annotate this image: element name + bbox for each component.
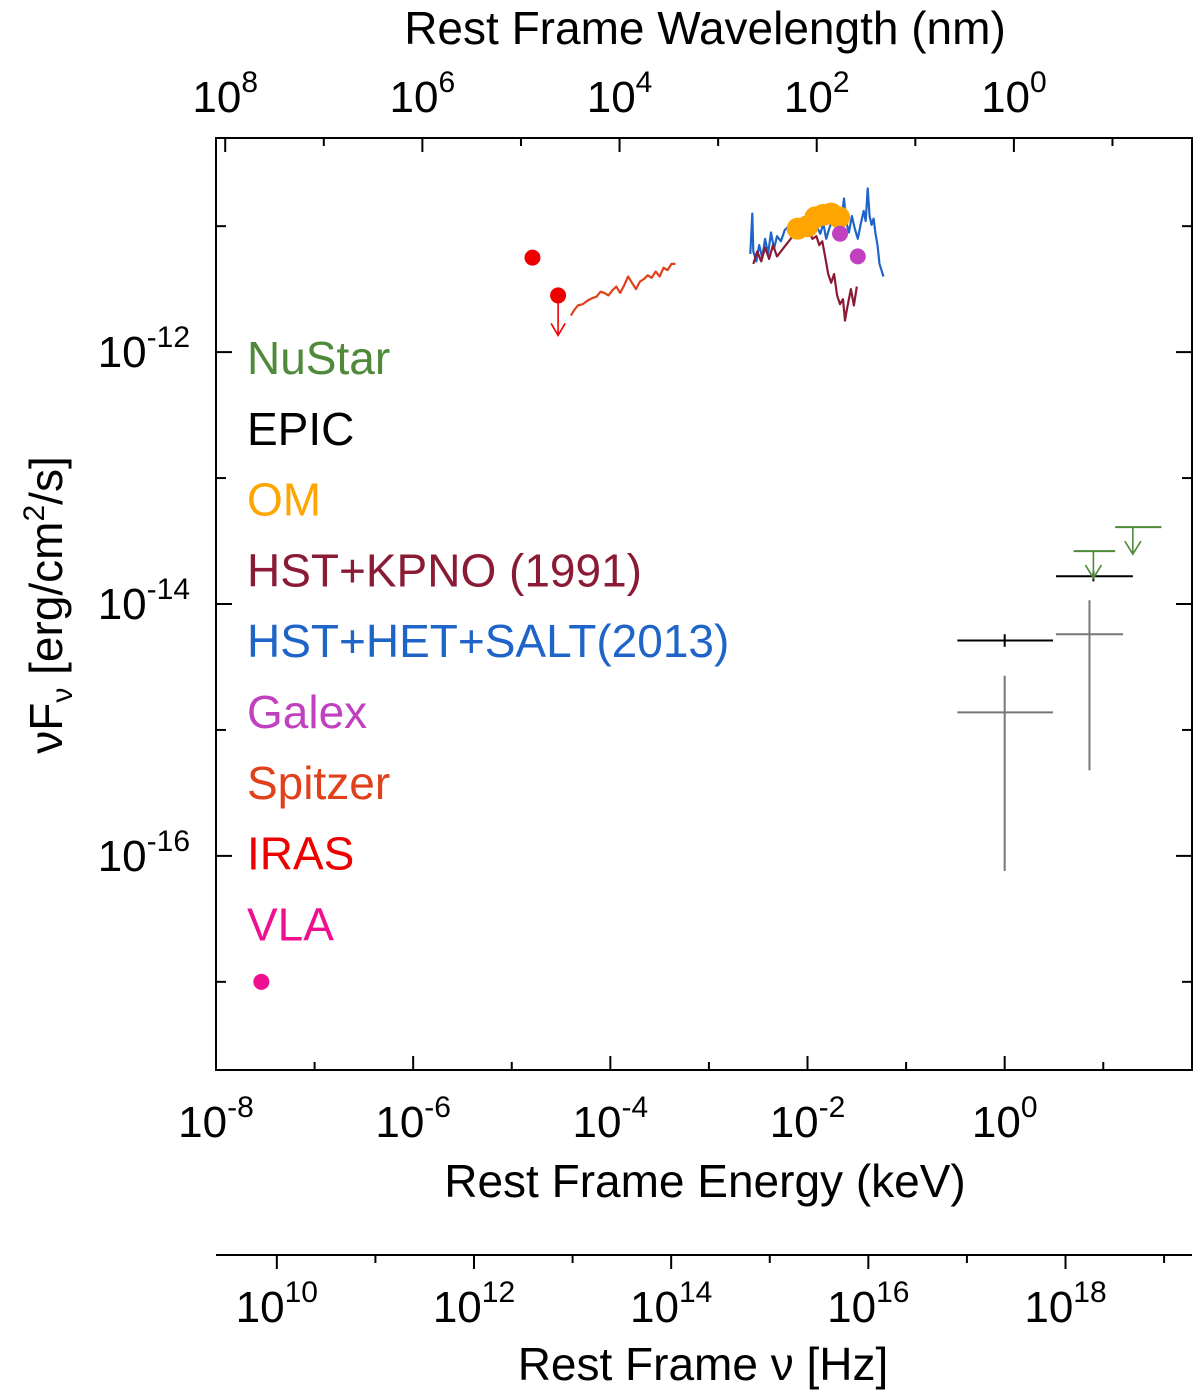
top-tick-label-exp: 2: [833, 66, 850, 99]
legend-entry-hst-kpno-1991: HST+KPNO (1991): [247, 544, 642, 596]
legend-entry-nustar: NuStar: [247, 332, 390, 384]
y-tick-label-base: 10: [98, 832, 147, 881]
y-axis-title-sub: ν: [46, 688, 79, 703]
top-tick-label: 106: [390, 66, 456, 122]
x-tick-label-exp: 0: [1021, 1091, 1038, 1124]
frequency-tick-label-base: 10: [1024, 1283, 1073, 1332]
y-tick-label-exp: -14: [147, 573, 190, 606]
x-tick-label-base: 10: [972, 1098, 1021, 1147]
top-tick-label: 100: [981, 66, 1047, 122]
y-axis-title-main: νF: [20, 703, 72, 754]
x-tick-label: 10-4: [573, 1091, 649, 1147]
y-tick-label: 10-14: [98, 573, 190, 629]
frequency-tick-label-base: 10: [630, 1283, 679, 1332]
y-tick-label-base: 10: [98, 328, 147, 377]
top-tick-label-base: 10: [784, 73, 833, 122]
top-tick-label-exp: 6: [439, 66, 456, 99]
om-point: [828, 206, 851, 229]
x-tick-label: 10-8: [178, 1091, 254, 1147]
x-tick-label: 100: [972, 1091, 1038, 1147]
frequency-tick-label-exp: 18: [1073, 1276, 1106, 1309]
nustar-limit-arrow: [1084, 564, 1103, 580]
top-tick-label-base: 10: [390, 73, 439, 122]
frequency-tick-label-base: 10: [236, 1283, 285, 1332]
frequency-tick-label: 1012: [433, 1276, 515, 1332]
y-tick-label-exp: -16: [147, 825, 190, 858]
frequency-tick-label: 1014: [630, 1276, 712, 1332]
top-tick-label-base: 10: [192, 73, 241, 122]
x-tick-label-base: 10: [573, 1098, 622, 1147]
iras-point: [524, 249, 541, 266]
frequency-tick-label-exp: 14: [679, 1276, 712, 1309]
iras-upper-limit-arrow: [550, 323, 566, 338]
top-tick-label-base: 10: [587, 73, 636, 122]
y-tick-label-base: 10: [98, 580, 147, 629]
y-axis-title-units: [erg/cm: [20, 521, 72, 687]
x-tick-label-base: 10: [770, 1098, 819, 1147]
legend-entry-galex: Galex: [247, 686, 367, 738]
frequency-tick-label-base: 10: [433, 1283, 482, 1332]
hst-het-salt-2013-spectrum: [749, 187, 885, 277]
nustar-limit-arrow: [1124, 540, 1142, 556]
top-tick-label-exp: 8: [241, 66, 258, 99]
top-tick-label-base: 10: [981, 73, 1030, 122]
galex-point: [832, 225, 849, 242]
legend-entry-iras: IRAS: [247, 828, 354, 880]
frequency-tick-label-exp: 12: [482, 1276, 515, 1309]
data-layer: [253, 187, 1162, 990]
y-axis-title-units-end: /s]: [20, 456, 72, 505]
y-tick-label-exp: -12: [147, 321, 190, 354]
frequency-tick-label: 1010: [236, 1276, 318, 1332]
legend-entry-epic: EPIC: [247, 403, 354, 455]
frequency-tick-label-exp: 10: [285, 1276, 318, 1309]
legend-entry-hst-het-salt-2013: HST+HET+SALT(2013): [247, 615, 729, 667]
x-tick-label-exp: -6: [424, 1091, 451, 1124]
top-axis-title: Rest Frame Wavelength (nm): [404, 2, 1006, 54]
legend-entry-spitzer: Spitzer: [247, 757, 390, 809]
x-axis-title: Rest Frame Energy (keV): [444, 1155, 965, 1207]
vla-point: [253, 973, 270, 990]
frequency-tick-label: 1018: [1024, 1276, 1106, 1332]
frequency-tick-label: 1016: [827, 1276, 909, 1332]
frequency-axis-title: Rest Frame ν [Hz]: [518, 1338, 889, 1390]
x-tick-label-exp: -4: [621, 1091, 648, 1124]
top-tick-label-exp: 4: [636, 66, 653, 99]
spitzer-spectrum: [569, 262, 676, 317]
top-tick-label-exp: 0: [1030, 66, 1047, 99]
legend: NuStar EPIC OM HST+KPNO (1991) HST+HET+SALT(…: [247, 332, 729, 950]
frequency-tick-label-exp: 16: [876, 1276, 909, 1309]
hst-kpno-1991-spectrum: [752, 221, 858, 322]
top-tick-label: 104: [587, 66, 653, 122]
x-tick-label-base: 10: [375, 1098, 424, 1147]
x-tick-label-exp: -8: [227, 1091, 254, 1124]
x-tick-label: 10-2: [770, 1091, 846, 1147]
galex-point: [849, 248, 866, 265]
top-tick-label: 102: [784, 66, 850, 122]
y-axis-title-units-sup: 2: [18, 505, 51, 522]
y-axis-title: νFν [erg/cm2/s]: [18, 456, 79, 754]
y-tick-label: 10-12: [98, 321, 190, 377]
x-tick-label-exp: -2: [819, 1091, 846, 1124]
top-tick-label: 108: [192, 66, 258, 122]
legend-entry-om: OM: [247, 474, 321, 526]
legend-entry-vla: VLA: [247, 898, 334, 950]
y-tick-label: 10-16: [98, 825, 190, 881]
x-tick-label-base: 10: [178, 1098, 227, 1147]
frequency-tick-label-base: 10: [827, 1283, 876, 1332]
x-tick-label: 10-6: [375, 1091, 451, 1147]
